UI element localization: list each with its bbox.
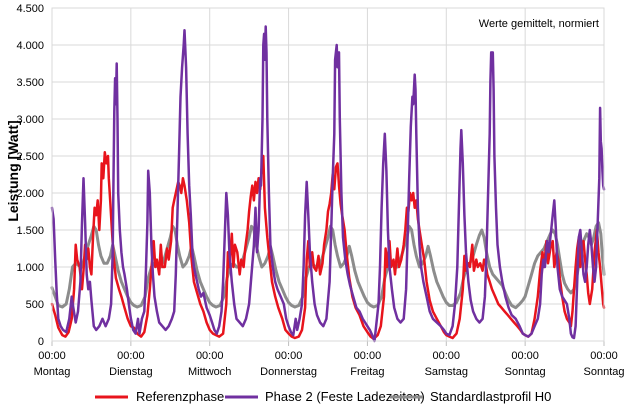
x-tick-day-label: Samstag (425, 366, 468, 378)
x-tick-day-label: Sonntag (505, 366, 546, 378)
legend-label-referenzphase: Referenzphase (136, 389, 224, 404)
x-tick-time-label: 00:00 (590, 350, 618, 362)
x-tick-day-label: Sonntag (584, 366, 625, 378)
x-tick-day-label: Freitag (350, 366, 384, 378)
x-tick-time-label: 00:00 (275, 350, 303, 362)
x-tick-time-label: 00:00 (117, 350, 145, 362)
x-tick-day-label: Mittwoch (188, 366, 231, 378)
y-tick-label: 2.000 (16, 188, 44, 200)
y-tick-label: 1.500 (16, 225, 44, 237)
x-tick-day-label: Dienstag (109, 366, 152, 378)
y-tick-label: 3.000 (16, 114, 44, 126)
y-axis-title: Leistung [Watt] (5, 120, 21, 221)
x-tick-time-label: 00:00 (433, 350, 461, 362)
x-tick-time-label: 00:00 (511, 350, 539, 362)
series-line-standardlastprofil (50, 221, 606, 310)
x-tick-time-label: 00:00 (38, 350, 66, 362)
x-axis-tick-labels: 00:00 Montag 00:00 Dienstag 00:00 Mittwoch 00:… (34, 350, 625, 378)
x-tick-time-label: 00:00 (196, 350, 224, 362)
y-tick-label: 2.500 (16, 151, 44, 163)
y-tick-label: 3.500 (16, 77, 44, 89)
series-line-phase-2 (50, 25, 606, 343)
legend-item-phase-2: Phase 2 (Feste Ladezeiten) (225, 389, 425, 404)
y-tick-label: 0 (38, 336, 44, 348)
y-tick-label: 4.000 (16, 40, 44, 52)
legend-label-standardlastprofil: Standardlastprofil H0 (430, 389, 551, 404)
plot-area-border (51, 7, 605, 342)
y-axis-tick-labels: 0 500 1.000 1.500 2.000 2.500 3.000 3.500 4.000 4… (16, 3, 44, 348)
y-tick-label: 1.000 (16, 262, 44, 274)
y-tick-label: 500 (26, 299, 44, 311)
x-tick-day-label: Montag (34, 366, 71, 378)
legend-item-referenzphase: Referenzphase (95, 389, 224, 404)
x-tick-time-label: 00:00 (354, 350, 382, 362)
x-tick-day-label: Donnerstag (260, 366, 317, 378)
legend-item-standardlastprofil: Standardlastprofil H0 (390, 389, 551, 404)
series-lines (50, 25, 606, 343)
chart-annotation: Werte gemittelt, normiert (479, 18, 599, 30)
legend-label-phase-2: Phase 2 (Feste Ladezeiten) (265, 389, 425, 404)
y-tick-label: 4.500 (16, 3, 44, 15)
legend: Referenzphase Phase 2 (Feste Ladezeiten)… (95, 389, 551, 404)
